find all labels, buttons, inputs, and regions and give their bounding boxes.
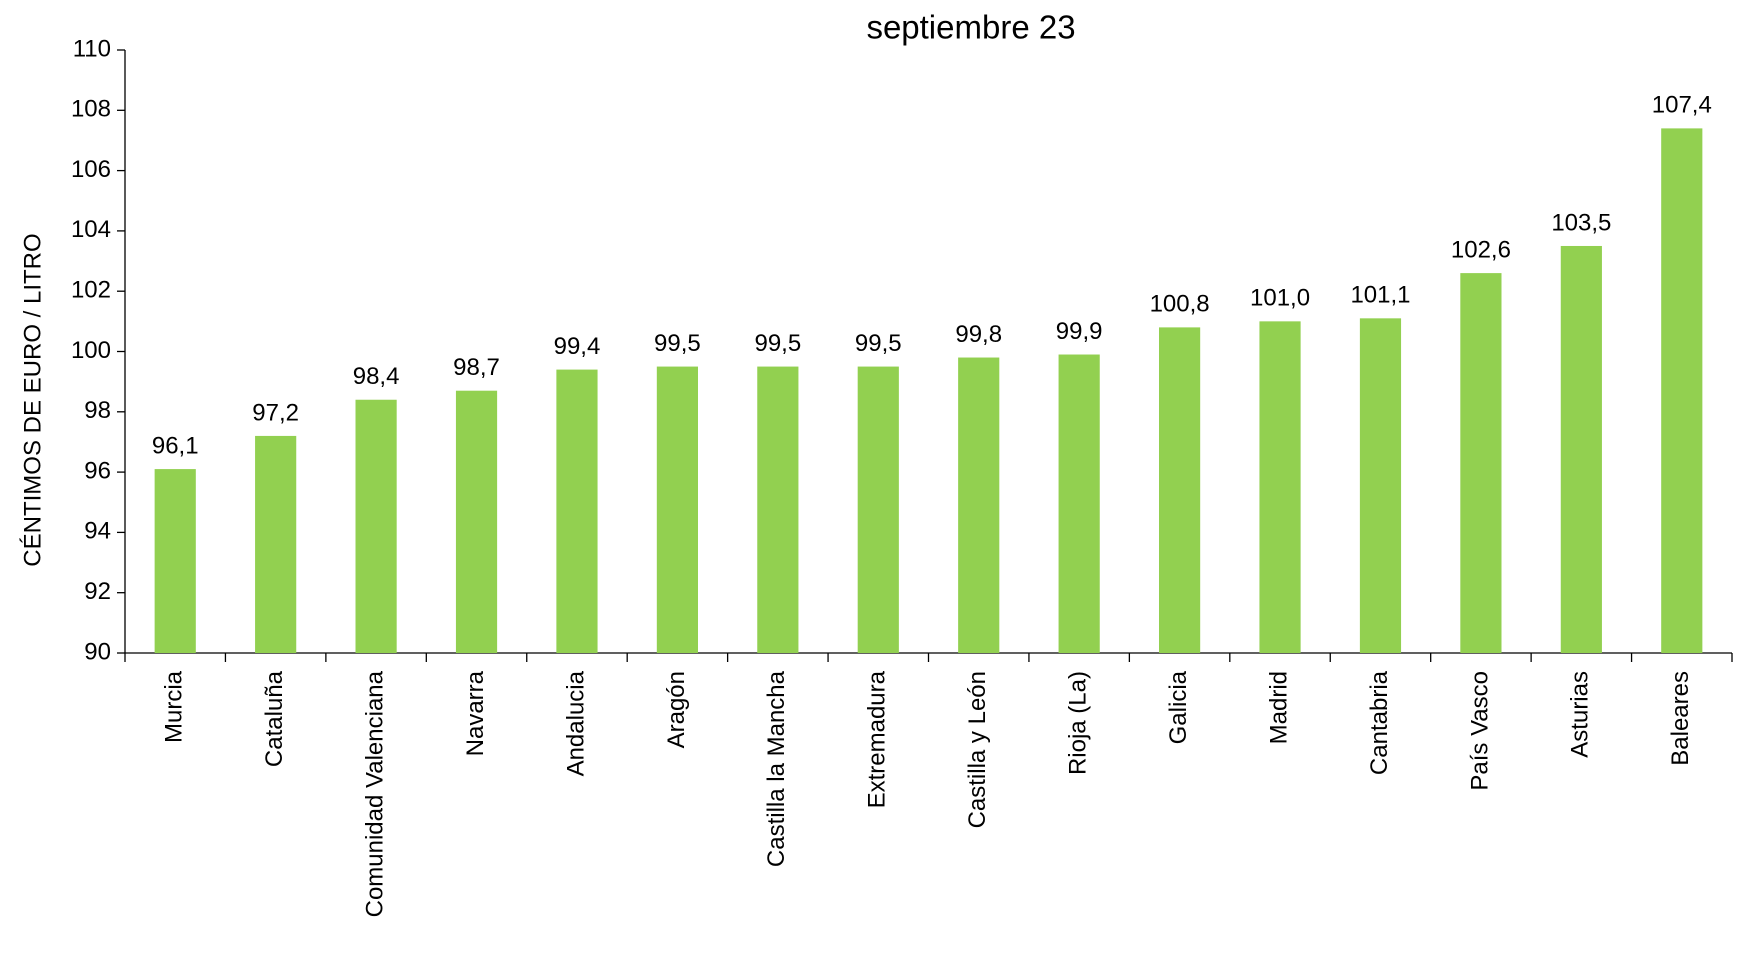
bar [154, 469, 196, 653]
value-label: 101,1 [1350, 282, 1410, 309]
bar [1159, 327, 1201, 653]
y-tick-label: 108 [71, 96, 111, 123]
x-tick-label: Rioja (La) [1065, 671, 1092, 775]
bar [255, 435, 297, 653]
chart-title: septiembre 23 [866, 9, 1075, 46]
y-tick-label: 110 [73, 35, 111, 62]
y-tick-label: 90 [84, 638, 111, 665]
value-label: 99,5 [654, 330, 701, 357]
value-label: 102,6 [1451, 236, 1511, 263]
y-tick-label: 102 [71, 277, 111, 304]
x-tick-label: Cataluña [261, 670, 288, 767]
bar [1560, 245, 1602, 653]
x-tick-label: Aragón [663, 671, 690, 748]
value-label: 99,8 [955, 321, 1002, 348]
bar [1460, 273, 1502, 653]
bar [1259, 321, 1301, 653]
bar [857, 366, 899, 653]
y-tick-label: 98 [84, 397, 111, 424]
value-label: 99,5 [754, 330, 801, 357]
bar [1359, 318, 1402, 653]
bar [656, 366, 698, 653]
value-label: 99,9 [1056, 318, 1103, 345]
x-tick-label: Cantabria [1366, 670, 1393, 775]
value-label: 107,4 [1652, 92, 1712, 119]
bar [757, 366, 799, 653]
y-tick-label: 96 [84, 457, 111, 484]
x-tick-label: Castilla la Mancha [763, 670, 790, 867]
value-label: 99,5 [855, 330, 902, 357]
x-tick-label: Asturias [1567, 671, 1594, 758]
value-label: 101,0 [1250, 285, 1310, 312]
y-tick-label: 106 [71, 156, 111, 183]
value-label: 98,7 [453, 354, 500, 381]
value-label: 97,2 [252, 399, 299, 426]
value-label: 99,4 [554, 333, 601, 360]
value-label: 98,4 [353, 363, 400, 390]
x-tick-label: Comunidad Valenciana [361, 670, 388, 917]
y-tick-label: 104 [71, 216, 111, 243]
x-tick-label: Madrid [1265, 671, 1292, 744]
x-tick-label: Murcia [161, 670, 188, 743]
x-tick-label: País Vasco [1466, 671, 1493, 791]
bar [958, 357, 1000, 653]
x-tick-label: Castilla y León [964, 671, 991, 828]
x-tick-label: Baleares [1667, 671, 1694, 766]
value-label: 96,1 [152, 432, 199, 459]
bar [1661, 128, 1703, 653]
y-axis-label: CÉNTIMOS DE EURO / LITRO [19, 233, 46, 566]
x-tick-label: Andalucia [562, 670, 589, 776]
x-tick-label: Galicia [1165, 670, 1192, 744]
value-label: 100,8 [1150, 291, 1210, 318]
y-tick-label: 100 [71, 337, 111, 364]
x-tick-label: Extremadura [864, 670, 891, 808]
bar [455, 390, 498, 653]
bar [355, 399, 397, 653]
x-tick-label: Navarra [462, 670, 489, 756]
y-tick-label: 92 [84, 578, 111, 605]
bar [1058, 354, 1100, 653]
bar [556, 369, 598, 653]
value-label: 103,5 [1551, 209, 1611, 236]
y-tick-label: 94 [84, 518, 111, 545]
